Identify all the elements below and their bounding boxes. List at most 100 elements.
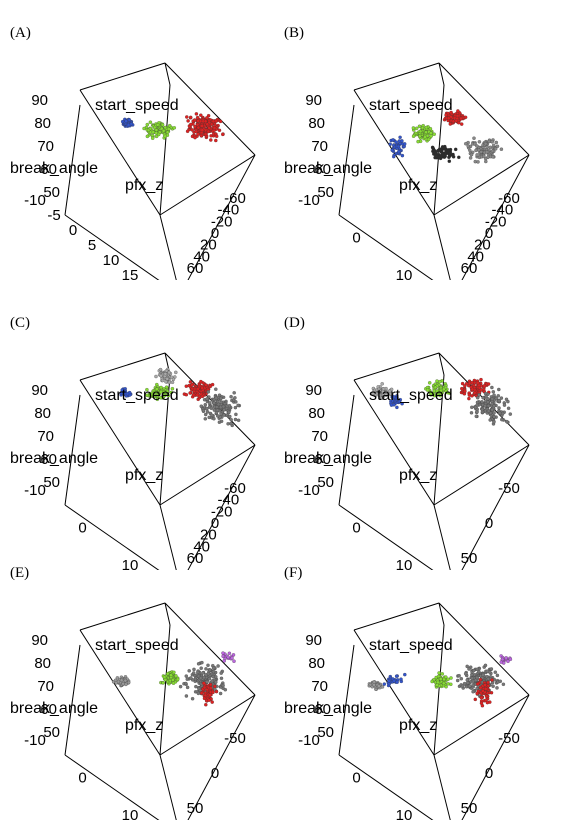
data-point [475, 691, 479, 696]
panel-1: (B) start_speed break_angle pfx_z 90 80 70 60 50… [284, 25, 534, 280]
data-point [233, 396, 237, 400]
data-point [203, 119, 208, 124]
box-edge [433, 444, 530, 506]
data-point [495, 144, 500, 149]
tick-start-speed: 70 [37, 428, 54, 445]
data-point [229, 417, 233, 422]
data-point [391, 154, 396, 159]
box-edge [187, 694, 256, 820]
tick-pfx-z: 40 [467, 248, 484, 265]
data-point [207, 415, 211, 420]
data-point [502, 403, 507, 407]
tick-pfx-z: 60 [187, 550, 204, 567]
data-point [185, 129, 190, 134]
data-point [446, 682, 450, 686]
data-point [119, 678, 124, 683]
scatter-plot-3d: start_speedbreak_anglepfx_z9080706050-10… [10, 62, 256, 280]
data-point [468, 684, 472, 688]
data-point [441, 681, 446, 686]
data-point [380, 396, 384, 400]
data-point [223, 687, 228, 692]
data-point [394, 674, 399, 678]
data-point [460, 386, 464, 391]
data-point [164, 369, 169, 373]
data-point [201, 671, 205, 675]
data-point [440, 672, 445, 676]
data-point [475, 682, 480, 686]
tick-break-angle: 5 [88, 237, 96, 254]
data-point [170, 380, 175, 385]
data-point [399, 677, 403, 681]
tick-start-speed: 50 [43, 724, 60, 741]
box-edge [438, 602, 530, 696]
data-point [469, 152, 474, 157]
data-point [145, 387, 149, 392]
data-point [214, 387, 218, 391]
tick-pfx-z: -50 [498, 730, 520, 747]
data-point [441, 155, 446, 159]
tick-start-speed: 50 [317, 724, 334, 741]
box-edge [79, 629, 161, 756]
box-edge [164, 602, 256, 696]
data-point [202, 685, 207, 690]
box-edge [187, 444, 256, 570]
tick-start-speed: 80 [308, 115, 325, 132]
data-point [189, 122, 193, 127]
data-point [166, 127, 171, 131]
tick-start-speed: 90 [305, 382, 322, 399]
data-point [478, 677, 483, 682]
axis-label-start_speed: start_speed [369, 637, 453, 654]
axis-label-pfx_z: pfx_z [399, 467, 437, 484]
data-point [490, 678, 494, 682]
data-point [486, 382, 491, 386]
data-point [222, 407, 226, 412]
data-point [418, 129, 423, 134]
data-point [211, 666, 216, 670]
data-point [215, 414, 220, 418]
tick-break-angle: 10 [122, 557, 139, 570]
data-point [424, 125, 429, 130]
data-point [444, 113, 448, 117]
data-point [387, 679, 391, 683]
data-point [209, 406, 214, 411]
data-point [501, 682, 506, 687]
data-point [211, 119, 216, 124]
data-point [429, 390, 433, 395]
data-point [454, 119, 459, 123]
data-point [411, 126, 416, 130]
data-point [208, 668, 212, 672]
tick-start-speed: 60 [40, 161, 57, 178]
axis-label-start_speed: start_speed [95, 387, 179, 404]
tick-pfx-z: 0 [211, 515, 219, 532]
panel-label: (A) [10, 25, 31, 41]
data-point [453, 147, 458, 152]
box-edge [159, 154, 256, 216]
data-point [200, 128, 205, 132]
data-point [189, 676, 193, 680]
tick-pfx-z: -60 [498, 190, 520, 207]
data-point [403, 672, 407, 677]
data-point [210, 700, 214, 704]
data-point [480, 407, 485, 412]
data-point [480, 400, 484, 404]
data-point [444, 148, 448, 153]
data-point [159, 385, 163, 390]
data-point [212, 126, 217, 130]
box-edge [353, 352, 440, 381]
data-point [494, 140, 499, 145]
data-point [155, 397, 160, 402]
tick-break-angle: 0 [69, 222, 77, 239]
data-point [485, 145, 489, 149]
box-edge [461, 444, 530, 570]
data-point [477, 393, 481, 397]
data-point [207, 698, 211, 702]
tick-break-angle: -10 [24, 732, 46, 749]
data-point [484, 159, 488, 164]
data-point [229, 421, 233, 426]
data-point [171, 681, 176, 685]
panel-0: (A) start_speed break_angle pfx_z 90 80 70 60 50… [10, 25, 260, 280]
data-point [397, 139, 402, 143]
box-edge [433, 624, 445, 756]
data-point [205, 680, 209, 684]
data-point [474, 148, 478, 153]
